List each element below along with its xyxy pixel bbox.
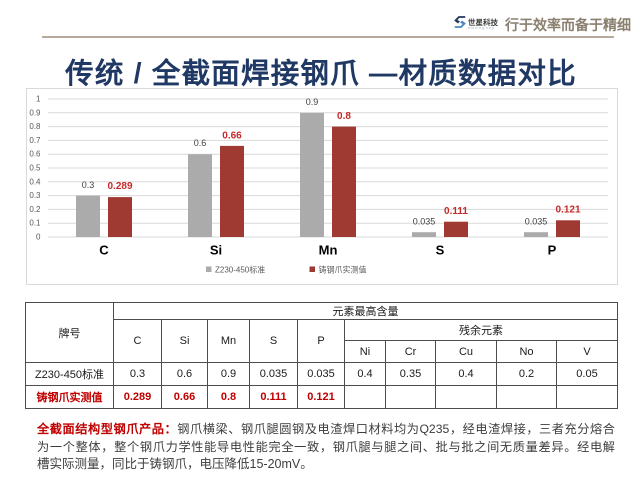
- svg-text:铸钢爪实测值: 铸钢爪实测值: [319, 265, 367, 275]
- svg-text:0.035: 0.035: [525, 217, 548, 227]
- svg-text:0.2: 0.2: [29, 205, 41, 214]
- svg-text:0.6: 0.6: [29, 150, 41, 159]
- svg-text:0.5: 0.5: [29, 164, 41, 173]
- svg-text:0: 0: [36, 233, 41, 242]
- svg-text:1: 1: [36, 95, 41, 104]
- svg-text:0.111: 0.111: [444, 206, 468, 217]
- svg-text:P: P: [548, 243, 557, 258]
- svg-text:Mn: Mn: [319, 243, 338, 258]
- svg-text:S: S: [436, 243, 445, 258]
- svg-text:0.6: 0.6: [194, 138, 207, 148]
- svg-text:0.7: 0.7: [29, 136, 41, 145]
- svg-text:0.1: 0.1: [29, 219, 41, 228]
- svg-text:0.035: 0.035: [413, 217, 436, 227]
- svg-text:0.4: 0.4: [29, 177, 41, 186]
- svg-text:0.9: 0.9: [306, 97, 319, 107]
- svg-text:0.289: 0.289: [107, 181, 132, 192]
- svg-text:0.8: 0.8: [337, 111, 351, 122]
- svg-text:0.121: 0.121: [555, 205, 580, 216]
- svg-text:C: C: [99, 243, 109, 258]
- svg-text:0.9: 0.9: [29, 108, 41, 117]
- svg-text:Z230-450标准: Z230-450标准: [215, 265, 265, 275]
- svg-text:0.3: 0.3: [29, 191, 41, 200]
- svg-text:0.8: 0.8: [29, 122, 41, 131]
- svg-text:Si: Si: [210, 243, 222, 258]
- svg-text:0.3: 0.3: [82, 180, 95, 190]
- svg-text:0.66: 0.66: [222, 130, 242, 141]
